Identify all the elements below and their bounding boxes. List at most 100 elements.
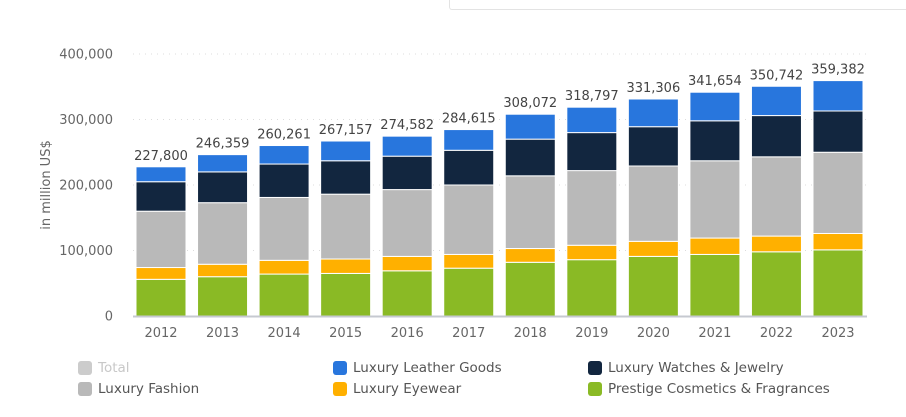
bar-segment (504, 261, 556, 317)
y-tick-label: 200,000 (59, 179, 113, 194)
x-tick-label: 2012 (144, 326, 177, 341)
total-data-label: 350,742 (750, 68, 804, 83)
bar-segment (443, 184, 495, 255)
bar-segment (566, 170, 618, 246)
bar-segment (320, 160, 372, 195)
bar-segment (381, 189, 433, 257)
legend-swatch-icon (333, 361, 347, 375)
bar-segment (135, 166, 187, 183)
bar-segment (504, 138, 556, 177)
bar-segment (135, 267, 187, 280)
x-tick-label: 2014 (268, 326, 301, 341)
bar-segment (750, 235, 802, 253)
bar-segment (320, 193, 372, 260)
bar-segment (812, 110, 864, 153)
total-data-label: 341,654 (688, 74, 742, 89)
y-tick-label: 300,000 (59, 113, 113, 128)
bar-segment (689, 237, 741, 255)
x-tick-label: 2018 (514, 326, 547, 341)
legend-swatch-icon (78, 382, 92, 396)
bar-segment (320, 272, 372, 317)
bars (135, 80, 864, 317)
x-tick-label: 2016 (391, 326, 424, 341)
total-data-label: 284,615 (442, 112, 496, 127)
bar-segment (258, 196, 310, 261)
total-data-label: 331,306 (626, 81, 680, 96)
bar-segment (750, 156, 802, 237)
bar-segment (750, 115, 802, 158)
bar-segment (504, 175, 556, 250)
bar-segment (381, 270, 433, 317)
bar-segment (812, 151, 864, 234)
bar-segment (443, 267, 495, 317)
bar-segment (750, 85, 802, 117)
x-tick-label: 2020 (637, 326, 670, 341)
total-data-label: 227,800 (134, 149, 188, 164)
bar-segment (258, 273, 310, 317)
y-axis-title: in million US$ (39, 140, 54, 229)
bar-segment (135, 181, 187, 212)
bar-segment (381, 135, 433, 157)
x-axis-ticks: 2012 2013 2014 2015 2016 2017 2018 2019 2020 2021… (144, 326, 854, 341)
bar-segment (689, 120, 741, 162)
y-tick-label: 0 (105, 310, 113, 325)
legend-item[interactable]: Luxury Leather Goods (333, 360, 502, 376)
total-data-label: 318,797 (565, 89, 619, 104)
total-data-label: 267,157 (319, 123, 373, 138)
bar-segment (812, 232, 864, 251)
legend-swatch-icon (588, 361, 602, 375)
legend-item[interactable]: Luxury Watches & Jewelry (588, 360, 784, 376)
legend-label: Luxury Fashion (98, 381, 200, 397)
y-tick-label: 100,000 (59, 244, 113, 259)
bar-segment (504, 248, 556, 263)
legend-swatch-icon (333, 382, 347, 396)
total-data-label: 274,582 (380, 118, 434, 133)
x-tick-label: 2015 (329, 326, 362, 341)
total-data-label: 359,382 (811, 63, 865, 78)
legend-label: Luxury Leather Goods (353, 360, 502, 376)
gridlines (133, 53, 867, 251)
bar-segment (197, 154, 249, 173)
total-data-label: 308,072 (503, 96, 557, 111)
bar-segment (443, 253, 495, 269)
legend-label: Luxury Eyewear (353, 381, 462, 397)
total-labels: 227,800 246,359 260,261 267,157 274,582 284,6… (134, 63, 865, 164)
legend-item[interactable]: Luxury Eyewear (333, 381, 461, 397)
legend-swatch-icon (588, 382, 602, 396)
bar-segment (381, 155, 433, 191)
x-tick-label: 2022 (760, 326, 793, 341)
bar-segment (197, 263, 249, 278)
bar-segment (135, 210, 187, 269)
bar-segment (627, 165, 679, 242)
bar-segment (258, 163, 310, 198)
bar-segment (566, 244, 618, 261)
x-tick-label: 2019 (575, 326, 608, 341)
bar-segment (443, 129, 495, 151)
bar-segment (812, 80, 864, 112)
bar-segment (381, 255, 433, 272)
legend-swatch-icon (78, 361, 92, 375)
bar-segment (197, 171, 249, 204)
bar-segment (627, 98, 679, 128)
x-tick-label: 2013 (206, 326, 239, 341)
legend-item[interactable]: Total (78, 360, 130, 376)
bar-segment (627, 240, 679, 257)
x-tick-label: 2021 (698, 326, 731, 341)
bar-segment (689, 160, 741, 239)
bar-segment (812, 249, 864, 317)
bar-segment (258, 145, 310, 165)
legend-item[interactable]: Prestige Cosmetics & Fragrances (588, 381, 830, 397)
x-tick-label: 2023 (821, 326, 854, 341)
bar-segment (504, 113, 556, 140)
legend-label: Total (98, 360, 130, 376)
bar-segment (689, 91, 741, 122)
total-data-label: 246,359 (196, 137, 250, 152)
bar-segment (320, 140, 372, 162)
bar-segment (627, 255, 679, 317)
total-data-label: 260,261 (257, 128, 311, 143)
legend-item[interactable]: Luxury Fashion (78, 381, 199, 397)
bar-segment (750, 251, 802, 317)
legend-label: Prestige Cosmetics & Fragrances (608, 381, 830, 397)
bar-segment (320, 258, 372, 274)
